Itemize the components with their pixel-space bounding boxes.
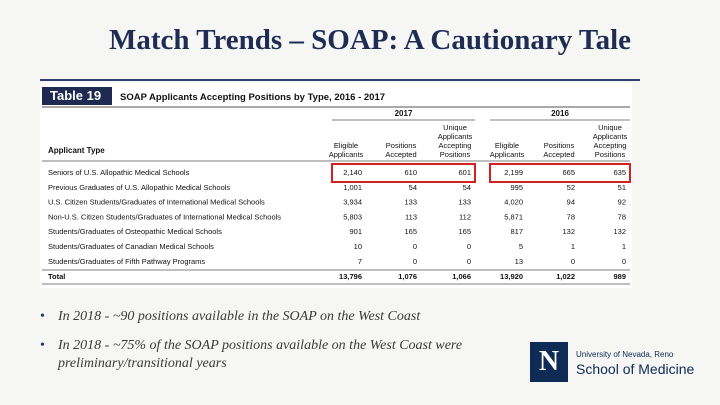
cell-value: 2,140	[343, 168, 362, 177]
cell-value: 13	[515, 257, 523, 266]
row-label: Previous Graduates of U.S. Allopathic Me…	[48, 183, 230, 192]
row-label: Total	[48, 272, 65, 281]
cell-value: 133	[404, 198, 417, 207]
column-header: Eligible Applicants	[329, 141, 364, 159]
cell-value: 94	[567, 198, 575, 207]
highlight-box	[331, 163, 476, 183]
table-caption: SOAP Applicants Accepting Positions by T…	[120, 92, 385, 103]
column-header: Positions Accepted	[543, 141, 574, 159]
cell-value: 54	[409, 183, 417, 192]
column-header: Positions Accepted	[385, 141, 416, 159]
cell-value: 0	[467, 257, 471, 266]
cell-value: 13,796	[339, 272, 362, 281]
logo-university: University of Nevada, Reno	[576, 350, 674, 359]
logo-school: School of Medicine	[576, 361, 695, 377]
cell-value: 0	[622, 257, 626, 266]
cell-value: 10	[354, 242, 362, 251]
cell-value: 1,022	[556, 272, 575, 281]
cell-value: 901	[349, 227, 362, 236]
cell-value: 132	[613, 227, 626, 236]
cell-value: 52	[567, 183, 575, 192]
cell-value: 2,199	[504, 168, 523, 177]
cell-value: 1	[622, 242, 626, 251]
column-header: Unique Applicants Accepting Positions	[438, 123, 473, 159]
cell-value: 817	[510, 227, 523, 236]
row-label: Students/Graduates of Fifth Pathway Prog…	[48, 257, 205, 266]
row-label: Students/Graduates of Canadian Medical S…	[48, 242, 214, 251]
row-label: Non-U.S. Citizen Students/Graduates of I…	[48, 212, 281, 221]
cell-value: 78	[567, 212, 575, 221]
cell-value: 132	[562, 227, 575, 236]
cell-value: 0	[413, 257, 417, 266]
cell-value: 51	[618, 183, 626, 192]
cell-value: 989	[613, 272, 626, 281]
cell-value: 0	[571, 257, 575, 266]
cell-value: 133	[458, 198, 471, 207]
cell-value: 610	[404, 168, 417, 177]
cell-value: 13,920	[500, 272, 523, 281]
cell-value: 601	[458, 168, 471, 177]
cell-value: 113	[405, 212, 417, 221]
cell-value: 5,871	[504, 212, 523, 221]
cell-value: 4,020	[504, 198, 523, 207]
bullet: In 2018 - ~75% of the SOAP positions ava…	[40, 337, 558, 373]
cell-value: 3,934	[343, 198, 362, 207]
cell-value: 165	[404, 227, 417, 236]
year-header: 2017	[395, 109, 413, 118]
highlight-box	[489, 163, 631, 183]
cell-value: 112	[459, 212, 471, 221]
cell-value: 1,001	[343, 183, 362, 192]
cell-value: 0	[467, 242, 471, 251]
cell-value: 0	[413, 242, 417, 251]
row-label: U.S. Citizen Students/Graduates of Inter…	[48, 198, 265, 207]
bullet: In 2018 - ~90 positions available in the…	[40, 308, 558, 326]
cell-value: 5	[519, 242, 523, 251]
row-label: Students/Graduates of Osteopathic Medica…	[48, 227, 222, 236]
cell-value: 7	[358, 257, 362, 266]
cell-value: 78	[618, 212, 626, 221]
cell-value: 1	[571, 242, 575, 251]
slide-title: Match Trends – SOAP: A Cautionary Tale	[109, 24, 631, 56]
table-panel	[40, 83, 632, 288]
table-label: Table 19	[50, 88, 101, 103]
cell-value: 995	[510, 183, 523, 192]
year-header: 2016	[551, 109, 569, 118]
cell-value: 5,803	[343, 212, 362, 221]
cell-value: 54	[463, 183, 471, 192]
cell-value: 665	[562, 168, 575, 177]
column-header: Unique Applicants Accepting Positions	[593, 123, 628, 159]
cell-value: 635	[613, 168, 626, 177]
column-header: Eligible Applicants	[490, 141, 525, 159]
row-label: Seniors of U.S. Allopathic Medical Schoo…	[48, 168, 190, 177]
cell-value: 1,066	[452, 272, 471, 281]
cell-value: 1,076	[398, 272, 417, 281]
cell-value: 165	[458, 227, 471, 236]
cell-value: 92	[618, 198, 626, 207]
table-label-box	[42, 87, 112, 105]
row-header: Applicant Type	[48, 146, 105, 155]
